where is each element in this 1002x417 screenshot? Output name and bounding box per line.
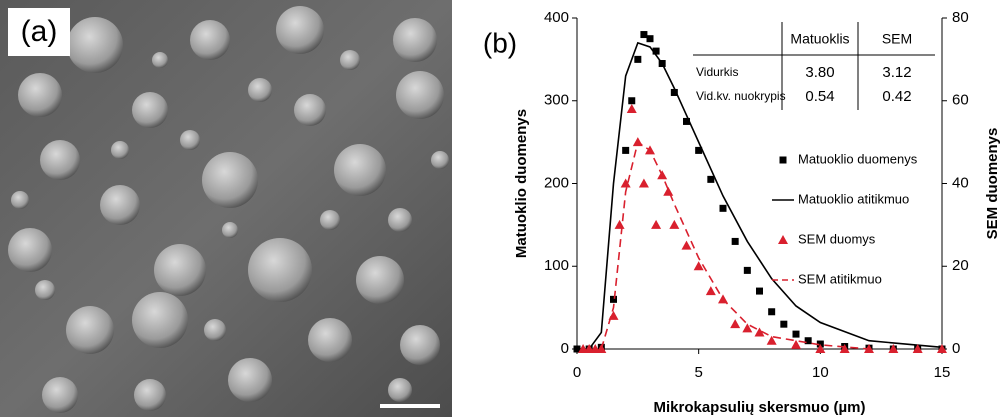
marker (622, 147, 629, 154)
x-tick-label: 15 (934, 364, 951, 381)
legend-swatch (780, 157, 787, 164)
marker (793, 331, 800, 338)
table-header: SEM (882, 31, 912, 47)
marker (651, 220, 661, 229)
marker (744, 267, 751, 274)
y-tick-label: 400 (544, 9, 569, 26)
y2-tick-label: 40 (952, 174, 969, 191)
marker (634, 56, 641, 63)
marker (780, 321, 787, 328)
y-tick-label: 300 (544, 92, 569, 109)
marker (640, 31, 647, 38)
panel-label: (b) (483, 27, 517, 58)
stats-table: Matuoklis SEM Vidurkis 3.80 3.12 Vid.kv. nuok… (693, 22, 935, 110)
table-header: Matuoklis (790, 31, 849, 47)
legend-item: SEM atitikmuo (772, 271, 882, 286)
legend-label: Matuoklio duomenys (798, 151, 918, 166)
marker (756, 288, 763, 295)
marker (627, 104, 637, 113)
marker (732, 238, 739, 245)
legend-item: Matuoklio duomenys (780, 151, 918, 166)
marker (682, 241, 692, 250)
table-cell: 3.80 (805, 64, 834, 81)
y-tick-label: 100 (544, 257, 569, 274)
y2-tick-label: 0 (952, 340, 960, 357)
y2-axis-label: SEM duomenys (984, 128, 1001, 240)
x-axis-label: Mikrokapsulių skersmuo (µm) (653, 399, 865, 416)
x-tick-label: 10 (812, 364, 829, 381)
table-row-label: Vid.kv. nuokrypis (696, 89, 786, 103)
marker (720, 205, 727, 212)
sem-image: (a) (0, 0, 452, 417)
panel-label: (a) (21, 15, 58, 48)
legend-label: SEM duomys (798, 231, 876, 246)
legend-swatch (778, 235, 788, 244)
marker (768, 308, 775, 315)
legend-item: Matuoklio atitikmuo (772, 191, 909, 206)
figure: (a) (b)0510150100200300400020406080Mikro… (0, 0, 1002, 417)
x-tick-label: 0 (573, 364, 581, 381)
legend-label: SEM atitikmuo (798, 271, 882, 286)
marker (730, 319, 740, 328)
table-cell: 0.42 (882, 88, 911, 105)
y-tick-label: 200 (544, 174, 569, 191)
y2-tick-label: 60 (952, 92, 969, 109)
y-tick-label: 0 (561, 340, 569, 357)
y2-tick-label: 80 (952, 9, 969, 26)
marker (669, 220, 679, 229)
table-cell: 0.54 (805, 88, 834, 105)
marker (647, 35, 654, 42)
y2-tick-label: 20 (952, 257, 969, 274)
table-cell: 3.12 (882, 64, 911, 81)
marker (742, 323, 752, 332)
x-tick-label: 5 (694, 364, 702, 381)
marker (706, 286, 716, 295)
marker (628, 97, 635, 104)
y-axis-label: Matuoklio duomenys (513, 109, 530, 258)
legend-label: Matuoklio atitikmuo (798, 191, 909, 206)
marker (707, 176, 714, 183)
table-row-label: Vidurkis (696, 65, 738, 79)
marker (694, 261, 704, 270)
marker (610, 296, 617, 303)
legend-item: SEM duomys (778, 231, 876, 246)
page: (a) (b)0510150100200300400020406080Mikro… (0, 0, 1002, 417)
marker (639, 179, 649, 188)
